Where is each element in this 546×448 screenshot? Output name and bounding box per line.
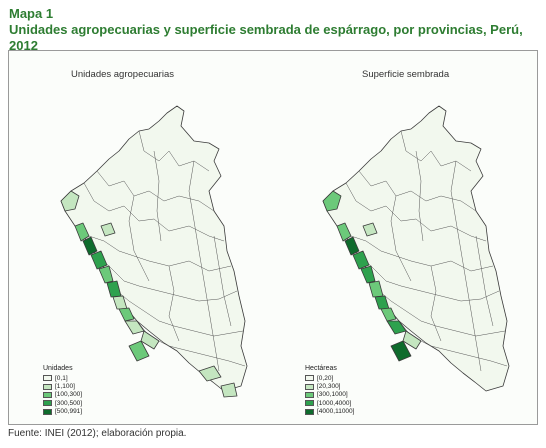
region-coastal-5 bbox=[98, 265, 114, 284]
region-coastal-1 bbox=[60, 190, 80, 212]
legend-left-item: [1,100] bbox=[43, 382, 82, 390]
legend-left-item: [100,300] bbox=[43, 391, 82, 399]
map-title-right: Superficie sembrada bbox=[362, 69, 450, 80]
legend-right-item: [4000,11000] bbox=[305, 408, 354, 416]
legend-right-item: [0,20] bbox=[305, 374, 354, 382]
region-coastal-8 bbox=[118, 307, 135, 322]
map-title-left: Unidades agropecuarias bbox=[71, 69, 174, 80]
region-south-2 bbox=[128, 340, 150, 362]
region-south-1 bbox=[402, 330, 422, 350]
region-coastal-4 bbox=[352, 250, 370, 270]
region-south-1 bbox=[140, 330, 160, 350]
legend-right: Hectáreas [0,20] [20,300] [300,1000] [10… bbox=[305, 364, 354, 416]
map-frame: Unidades agropecuarias bbox=[8, 50, 538, 425]
legend-left-item: [0,1] bbox=[43, 374, 82, 382]
region-coastal-3 bbox=[82, 236, 98, 256]
region-coastal-3 bbox=[344, 236, 360, 256]
peru-map-units bbox=[60, 105, 248, 398]
figure-title: Mapa 1 Unidades agropecuarias y superfic… bbox=[9, 6, 546, 54]
source-note: Fuente: INEI (2012); elaboración propia. bbox=[8, 428, 187, 439]
figure-caption: Unidades agropecuarias y superficie semb… bbox=[9, 22, 523, 53]
legend-left-title: Unidades bbox=[43, 365, 73, 372]
region-south-3 bbox=[198, 365, 222, 382]
region-coastal-2 bbox=[74, 222, 90, 242]
legend-right-item: [300,1000] bbox=[305, 391, 354, 399]
legend-left-item: [300,500] bbox=[43, 399, 82, 407]
legend-left-item: [500,991] bbox=[43, 408, 82, 416]
legend-right-title: Hectáreas bbox=[305, 365, 337, 372]
region-inland-1 bbox=[100, 222, 116, 237]
region-coastal-1 bbox=[322, 190, 342, 212]
peru-map-area bbox=[322, 105, 510, 392]
region-coastal-2 bbox=[336, 222, 352, 242]
figure-number: Mapa 1 bbox=[9, 6, 54, 21]
region-coastal-4 bbox=[90, 250, 108, 270]
region-coastal-8 bbox=[380, 307, 397, 322]
region-south-4 bbox=[220, 382, 238, 398]
region-south-2 bbox=[390, 340, 412, 362]
region-coastal-5 bbox=[360, 265, 376, 284]
legend-right-item: [1000,4000] bbox=[305, 399, 354, 407]
legend-left: Unidades [0,1] [1,100] [100,300] [300,50… bbox=[43, 364, 82, 416]
region-inland-1 bbox=[362, 222, 378, 237]
legend-right-item: [20,300] bbox=[305, 382, 354, 390]
